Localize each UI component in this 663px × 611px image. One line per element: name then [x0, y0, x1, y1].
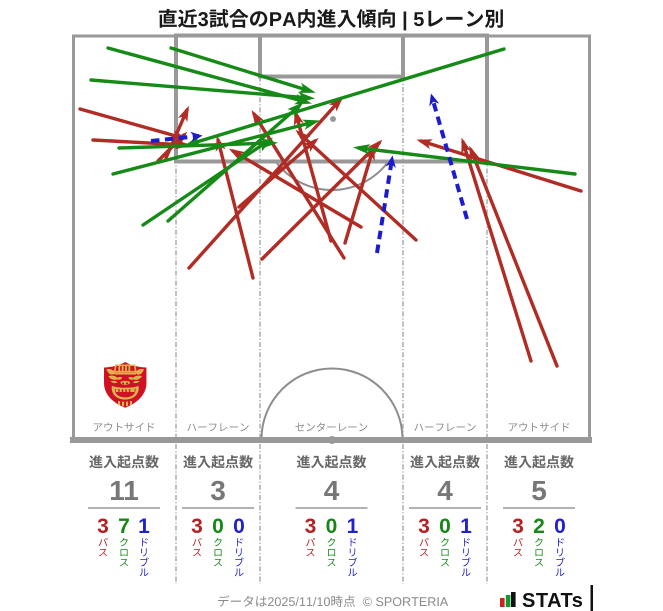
svg-text:0: 0: [439, 515, 451, 538]
svg-text:3: 3: [512, 515, 524, 538]
svg-text:1: 1: [460, 515, 472, 538]
svg-text:11: 11: [109, 475, 139, 506]
svg-text:3: 3: [210, 475, 226, 506]
svg-text:3: 3: [305, 515, 317, 538]
svg-text:7: 7: [118, 515, 130, 538]
svg-text:0: 0: [554, 515, 566, 538]
svg-text:3: 3: [418, 515, 430, 538]
svg-text:3: 3: [97, 515, 109, 538]
svg-text:0: 0: [212, 515, 224, 538]
svg-text:STATs: STATs: [522, 590, 583, 611]
svg-text:0: 0: [326, 515, 338, 538]
svg-text:5: 5: [531, 475, 547, 506]
svg-text:4: 4: [437, 475, 453, 506]
svg-text:3: 3: [191, 515, 203, 538]
svg-text:2: 2: [533, 515, 545, 538]
svg-text:4: 4: [324, 475, 340, 506]
svg-text:0: 0: [233, 515, 245, 538]
svg-text:1: 1: [347, 515, 359, 538]
svg-text:1: 1: [138, 515, 150, 538]
